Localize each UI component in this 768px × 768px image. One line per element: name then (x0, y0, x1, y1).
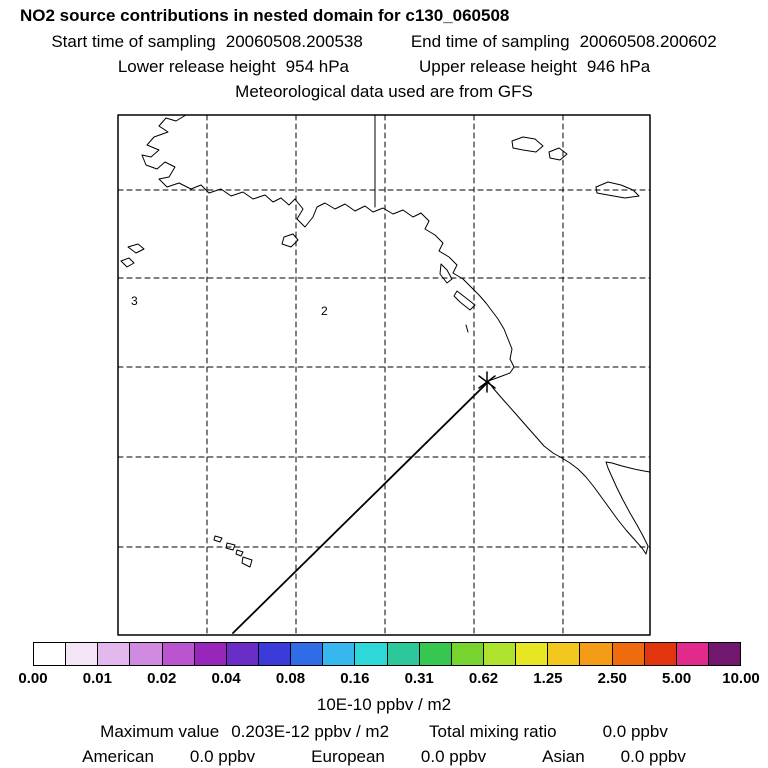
colorbar-cell (419, 643, 452, 665)
coastlines (120, 114, 651, 568)
source-european-label: European (311, 747, 385, 766)
colorbar-cell (130, 643, 163, 665)
source-european: European 0.0 ppbv (311, 747, 486, 767)
map-label-2: 2 (321, 304, 328, 318)
colorbar-cell (483, 643, 517, 665)
island-hawaii-maui (235, 549, 244, 557)
colorbar-cell (226, 643, 259, 665)
colorbar-tick-label: 0.16 (340, 670, 370, 687)
colorbar-tick-label: 0.01 (82, 670, 112, 687)
colorbar-tick-label: 0.08 (275, 670, 306, 687)
max-value-label: Maximum value (100, 722, 220, 741)
source-american-label: American (82, 747, 154, 766)
map-border (117, 114, 651, 636)
total-mixing-ratio-label: Total mixing ratio (429, 722, 557, 741)
release-heights-row: Lower release height 954 hPa Upper relea… (0, 57, 768, 77)
island-west-2 (120, 257, 135, 268)
lower-release-label: Lower release height (117, 57, 276, 76)
island-hawaii-oahu (225, 542, 236, 551)
total-mixing-ratio-value: 0.0 ppbv (602, 722, 668, 741)
island-hawaii-kauai (213, 535, 223, 543)
colorbar-cell (258, 643, 292, 665)
lake-outline-3 (595, 181, 640, 199)
colorbar-ticks: 0.00 0.01 0.02 0.04 0.08 0.16 0.31 0.62 1.25 2.50… (18, 670, 759, 688)
coastline-mainland (141, 114, 651, 555)
colorbar-tick-label: 0.04 (211, 670, 241, 687)
max-value: 0.203E-12 ppbv / m2 (231, 722, 390, 741)
colorbar-tick-label: 0.00 (18, 670, 48, 687)
start-time-label: Start time of sampling (51, 32, 216, 51)
colorbar-cell (451, 643, 484, 665)
colorbar-cell (194, 643, 227, 665)
lake-outline-2 (548, 147, 568, 161)
source-american: American 0.0 ppbv (82, 747, 255, 767)
colorbar-cell (516, 643, 549, 665)
source-american-value: 0.0 ppbv (189, 747, 256, 766)
colorbar-cell (34, 643, 67, 665)
source-european-value: 0.0 ppbv (420, 747, 487, 766)
upper-release-label: Upper release height (419, 57, 577, 76)
max-value-row: Maximum value 0.203E-12 ppbv / m2 Total … (0, 722, 768, 742)
colorbar-tick-label: 2.50 (597, 670, 627, 687)
colorbar-cell (323, 643, 356, 665)
island-offshore-small (465, 324, 469, 333)
colorbar-cell (162, 643, 195, 665)
colorbar-cell (291, 643, 324, 665)
met-data-line: Meteorological data used are from GFS (235, 82, 533, 101)
sampling-times-row: Start time of sampling 20060508.200538 E… (0, 32, 768, 52)
colorbar-cell (548, 643, 581, 665)
colorbar-tick-label: 0.31 (404, 670, 434, 687)
source-asian-label: Asian (542, 747, 585, 766)
colorbar-cell (355, 643, 388, 665)
start-time-value: 20060508.200538 (225, 32, 363, 51)
trajectory-line (232, 381, 489, 634)
colorbar-cell (676, 643, 709, 665)
lower-release-value: 954 hPa (285, 57, 349, 76)
colorbar-tick-label: 0.02 (147, 670, 177, 687)
end-time-value: 20060508.200602 (579, 32, 717, 51)
colorbar-cell (708, 643, 741, 665)
end-time: End time of sampling 20060508.200602 (411, 32, 717, 52)
island-hawaii-big (241, 556, 253, 568)
colorbar-cell (580, 643, 613, 665)
lower-release-height: Lower release height 954 hPa (118, 57, 349, 77)
source-asian: Asian 0.0 ppbv (542, 747, 686, 767)
colorbar-tick-label: 10.00 (722, 670, 760, 687)
map: 3 2 (117, 114, 651, 636)
colorbar-cell (387, 643, 420, 665)
island-kodiak (281, 233, 299, 248)
colorbar-cell (612, 643, 645, 665)
lake-outline-1 (511, 136, 544, 153)
upper-release-height: Upper release height 946 hPa (419, 57, 650, 77)
end-time-label: End time of sampling (410, 32, 570, 51)
source-asian-value: 0.0 ppbv (620, 747, 686, 766)
release-marker-asterisk (478, 371, 496, 393)
colorbar-cell (98, 643, 131, 665)
source-contributions-row: American 0.0 ppbv European 0.0 ppbv Asia… (0, 747, 768, 767)
colorbar-tick-label: 1.25 (533, 670, 563, 687)
colorbar-tick-label: 0.62 (468, 670, 499, 687)
colorbar-tick-label: 5.00 (662, 670, 692, 687)
page-title: NO2 source contributions in nested domai… (20, 6, 510, 25)
map-label-3: 3 (131, 294, 138, 308)
island-vancouver (453, 290, 476, 311)
island-west-1 (127, 243, 145, 254)
colorbar-cell (644, 643, 677, 665)
colorbar-units: 10E-10 ppbv / m2 (316, 695, 452, 714)
colorbar-cell (66, 643, 99, 665)
upper-release-value: 946 hPa (586, 57, 651, 76)
map-gridlines (117, 114, 651, 636)
island-haida-gwaii (439, 263, 453, 284)
colorbar (33, 642, 741, 666)
start-time: Start time of sampling 20060508.200538 (51, 32, 363, 52)
